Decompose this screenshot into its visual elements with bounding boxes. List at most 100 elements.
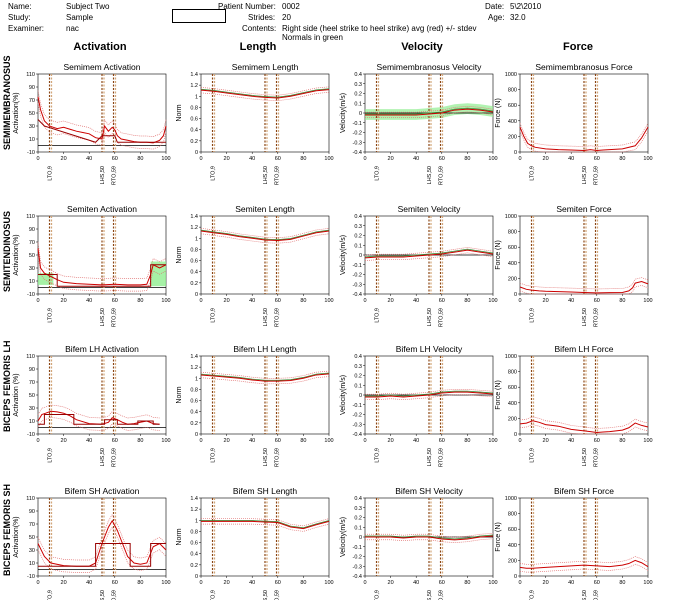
y-tick-label: 0.4 xyxy=(190,270,198,276)
avg-line xyxy=(365,535,494,541)
y-tick-label: 0.2 xyxy=(190,421,198,427)
event-label: LTO,9 xyxy=(530,590,536,600)
avg-line xyxy=(519,420,649,433)
x-tick-label: 0 xyxy=(518,298,521,304)
x-tick-label: 80 xyxy=(300,438,306,444)
stdev-line xyxy=(365,394,494,401)
chart-title: Semimembranosus Velocity xyxy=(377,62,483,72)
event-label: LTO,9 xyxy=(48,166,54,181)
event-label: RTO,59 xyxy=(594,308,600,327)
y-tick-label: 0.8 xyxy=(190,529,198,535)
normal-line xyxy=(201,520,330,529)
y-tick-label: 1 xyxy=(195,236,198,242)
event-label: LHS,50 xyxy=(100,448,106,466)
y-tick-label: 1 xyxy=(195,94,198,100)
stdev-line xyxy=(37,102,167,150)
stdev-line xyxy=(365,388,494,395)
y-tick-label: -0.4 xyxy=(353,150,362,156)
event-label: LHS,50 xyxy=(263,166,269,184)
y-tick-label: 200 xyxy=(508,276,517,282)
x-tick-label: 20 xyxy=(224,438,230,444)
chart-12: Bifem SH Activation Activation(%) -10 10 30 5… xyxy=(13,486,171,600)
x-tick-label: 80 xyxy=(137,156,143,162)
x-tick-label: 60 xyxy=(439,580,445,586)
x-tick-label: 60 xyxy=(112,580,118,586)
x-tick-label: 100 xyxy=(488,580,497,586)
y-tick-label: 10 xyxy=(29,137,35,143)
x-tick-label: 60 xyxy=(275,580,281,586)
y-tick-label: 0.1 xyxy=(354,243,362,249)
y-tick-label: 800 xyxy=(508,88,517,94)
avg-line xyxy=(200,89,330,99)
y-tick-label: 50 xyxy=(29,393,35,399)
y-axis-label: Norm xyxy=(176,528,183,545)
chart-title: Bifem LH Length xyxy=(233,344,297,354)
stdev-line xyxy=(364,252,494,262)
stdev-line xyxy=(37,404,160,419)
col-velocity: Velocity xyxy=(401,41,443,53)
x-tick-label: 60 xyxy=(112,298,118,304)
x-tick-label: 100 xyxy=(488,438,497,444)
x-tick-label: 0 xyxy=(518,156,521,162)
x-tick-label: 0 xyxy=(518,580,521,586)
x-tick-label: 40 xyxy=(413,580,419,586)
normal-line xyxy=(200,372,330,381)
stdev-line xyxy=(365,538,494,544)
event-label: LHS,50 xyxy=(427,590,433,600)
onoff-step xyxy=(38,414,160,425)
event-label: LHS,50 xyxy=(100,166,106,184)
study-label: Study: xyxy=(8,13,31,22)
y-tick-label: 0.6 xyxy=(190,259,198,265)
y-axis-label: Activation (%) xyxy=(13,373,20,416)
contents-label: Contents: xyxy=(242,24,277,33)
x-tick-label: 40 xyxy=(86,438,92,444)
patient-value: 0002 xyxy=(282,2,300,11)
y-tick-label: -0.2 xyxy=(353,131,362,137)
x-tick-label: 60 xyxy=(275,298,281,304)
event-label: RTO,59 xyxy=(594,166,600,185)
x-tick-label: 40 xyxy=(568,438,574,444)
y-tick-label: -0.3 xyxy=(353,422,362,428)
x-tick-label: 60 xyxy=(594,156,600,162)
y-tick-label: -10 xyxy=(27,432,35,438)
y-tick-label: 1.2 xyxy=(190,507,198,513)
y-axis-label: Force (N) xyxy=(495,380,502,410)
x-tick-label: 80 xyxy=(300,580,306,586)
stdev-line xyxy=(519,122,649,147)
x-tick-label: 100 xyxy=(488,156,497,162)
x-tick-label: 0 xyxy=(363,580,366,586)
stdev-line xyxy=(519,424,649,435)
y-tick-label: 0.2 xyxy=(190,563,198,569)
avg-line xyxy=(200,230,330,242)
x-tick-label: 80 xyxy=(619,438,625,444)
redacted-box xyxy=(172,9,226,23)
y-axis-label: Norm xyxy=(176,104,183,121)
x-tick-label: 0 xyxy=(199,438,202,444)
y-axis-label: Force (N) xyxy=(495,522,502,552)
event-label: RTO,59 xyxy=(439,448,445,467)
y-tick-label: -0.1 xyxy=(353,121,362,127)
y-tick-label: 0 xyxy=(514,150,517,156)
chart-2: Semimembranosus Velocity Velocity(m/s) -0.… xyxy=(340,62,498,185)
event-label: RTO,59 xyxy=(439,166,445,185)
y-tick-label: -10 xyxy=(27,574,35,580)
x-tick-label: 20 xyxy=(224,156,230,162)
chart-title: Bifem LH Velocity xyxy=(396,344,463,354)
avg-line xyxy=(364,249,494,259)
y-tick-label: 90 xyxy=(29,509,35,515)
avg-line xyxy=(200,373,330,382)
y-tick-label: 0.4 xyxy=(354,354,362,360)
x-tick-label: 40 xyxy=(86,580,92,586)
event-label: LTO,9 xyxy=(211,308,217,323)
event-label: LHS,50 xyxy=(100,590,106,600)
stdev-line xyxy=(519,416,649,429)
chart-title: Semiten Force xyxy=(556,204,612,214)
y-tick-label: 50 xyxy=(29,253,35,259)
stdev-line xyxy=(200,376,330,385)
chart-title: Bifem SH Length xyxy=(233,486,298,496)
event-label: RTO,59 xyxy=(112,308,118,327)
examiner-label: Examiner: xyxy=(8,24,45,33)
x-tick-label: 100 xyxy=(161,580,170,586)
y-tick-label: 0.4 xyxy=(190,128,198,134)
y-tick-label: 200 xyxy=(508,558,517,564)
